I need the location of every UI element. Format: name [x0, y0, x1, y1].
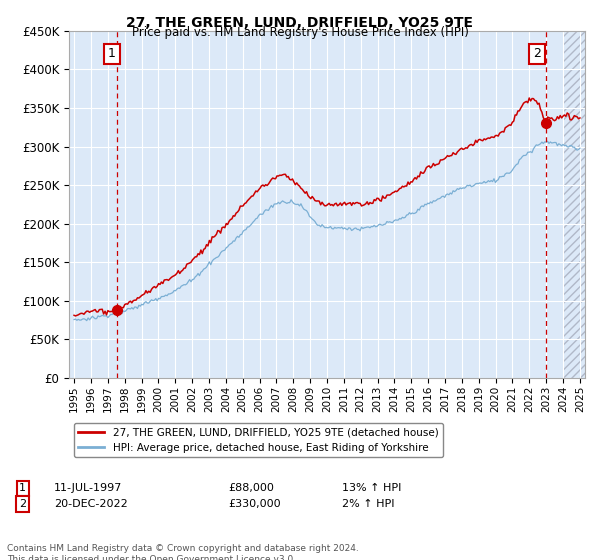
Text: 1: 1	[108, 48, 116, 60]
Text: 2% ↑ HPI: 2% ↑ HPI	[342, 499, 395, 509]
Text: £330,000: £330,000	[228, 499, 281, 509]
Text: Contains HM Land Registry data © Crown copyright and database right 2024.
This d: Contains HM Land Registry data © Crown c…	[7, 544, 359, 560]
Text: £88,000: £88,000	[228, 483, 274, 493]
Text: 20-DEC-2022: 20-DEC-2022	[54, 499, 128, 509]
Text: 1: 1	[19, 483, 26, 493]
Legend: 27, THE GREEN, LUND, DRIFFIELD, YO25 9TE (detached house), HPI: Average price, d: 27, THE GREEN, LUND, DRIFFIELD, YO25 9TE…	[74, 423, 443, 456]
Bar	[563, 31, 589, 378]
Text: 11-JUL-1997: 11-JUL-1997	[54, 483, 122, 493]
Text: Price paid vs. HM Land Registry's House Price Index (HPI): Price paid vs. HM Land Registry's House …	[131, 26, 469, 39]
Text: 13% ↑ HPI: 13% ↑ HPI	[342, 483, 401, 493]
Text: 2: 2	[19, 499, 26, 509]
Text: 2: 2	[533, 48, 541, 60]
Text: 27, THE GREEN, LUND, DRIFFIELD, YO25 9TE: 27, THE GREEN, LUND, DRIFFIELD, YO25 9TE	[127, 16, 473, 30]
